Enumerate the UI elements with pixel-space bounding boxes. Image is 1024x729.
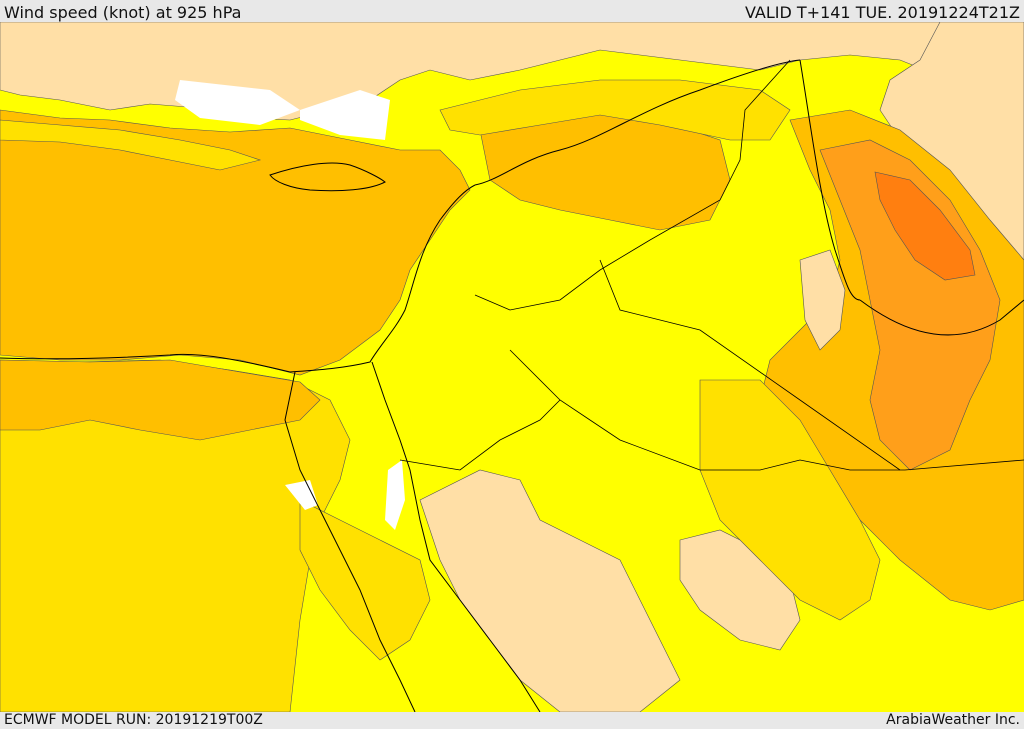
model-run: ECMWF MODEL RUN: 20191219T00Z xyxy=(4,712,263,728)
arabia-calm-3 xyxy=(799,249,846,351)
gulf-stronger xyxy=(874,171,976,281)
coastlines xyxy=(0,59,1024,712)
map-title: Wind speed (knot) at 925 hPa xyxy=(4,3,242,22)
credit: ArabiaWeather Inc. xyxy=(886,712,1020,728)
arabia-moderate xyxy=(699,379,881,621)
egypt-fresh xyxy=(0,359,321,441)
footer-bar: ECMWF MODEL RUN: 20191219T00Z ArabiaWeat… xyxy=(0,712,1024,729)
mediterranean-moderate-strip xyxy=(0,119,262,171)
syria-moderate xyxy=(439,79,791,141)
wind-speed-map[interactable] xyxy=(0,22,1024,712)
gulf-of-aqaba-white xyxy=(385,460,405,530)
mediterranean-fresh xyxy=(0,109,471,376)
borders xyxy=(399,59,1024,471)
aegean-white xyxy=(175,80,300,125)
gulf-strong xyxy=(819,139,1001,471)
header-bar: Wind speed (knot) at 925 hPa VALID T+141… xyxy=(0,0,1024,22)
redsea-moderate xyxy=(299,499,431,661)
black-sea-white xyxy=(300,90,390,140)
valid-time: VALID T+141 TUE. 20191224T21Z xyxy=(744,3,1020,22)
suez-white xyxy=(285,480,318,510)
